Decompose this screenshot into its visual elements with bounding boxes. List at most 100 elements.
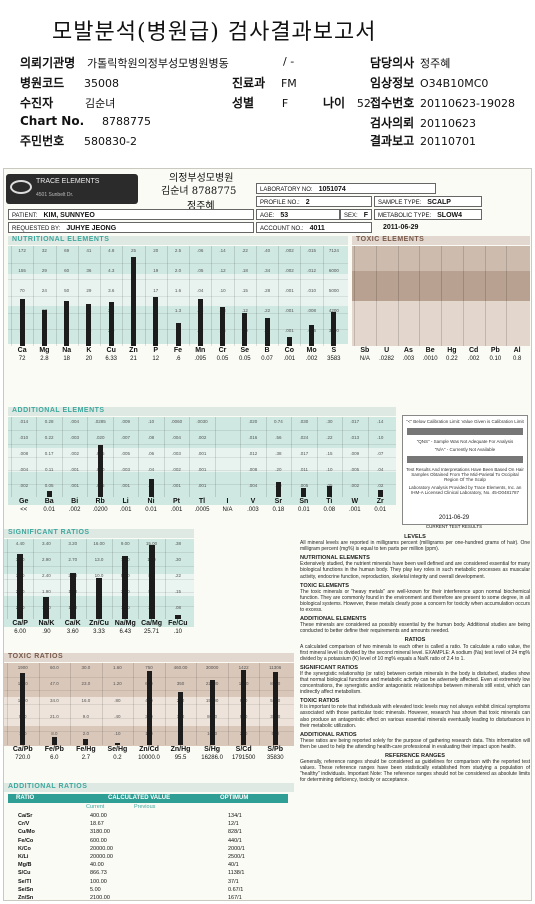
- explanation-heading: TOXIC RATIOS: [300, 698, 340, 705]
- column-divider: [291, 417, 293, 497]
- category-label: Na/K: [38, 620, 55, 627]
- tick-label: 2.90: [42, 557, 51, 562]
- tick-label: 1.60: [113, 665, 122, 670]
- gridline: [8, 443, 396, 445]
- tick-label: .06: [197, 248, 204, 253]
- bar-mg: [41, 310, 47, 346]
- field-hospital-code: 병원코드 35008: [20, 76, 119, 90]
- explanation-heading: SIGNIFICANT RATIOS: [300, 664, 359, 671]
- category-label: P: [153, 347, 159, 354]
- tick-label: .002: [19, 483, 29, 488]
- significant-ratios-chart: 4.403.803.202.602.00Ca/P6.003.402.902.40…: [4, 539, 194, 649]
- value-label: 95.5: [174, 755, 187, 761]
- tick-label: 2.0: [82, 730, 90, 736]
- bar-s-hg: [209, 680, 215, 745]
- explanation-text: These minerals are considered as possibl…: [300, 622, 530, 635]
- tick-label: 47.0: [49, 681, 59, 687]
- ratio-current: 20000.00: [90, 854, 113, 860]
- tick-label: .003: [121, 467, 130, 472]
- chart-band: [8, 417, 396, 448]
- column-divider: [259, 663, 261, 745]
- report-date: 2011-06-29: [383, 224, 419, 231]
- table-row: K/Li 20000.00 2500/1: [14, 853, 284, 862]
- bar-ba: [46, 491, 52, 497]
- bar-zr: [377, 489, 383, 497]
- tick-label: .80: [114, 697, 121, 703]
- ratio-optimum: 12/1: [228, 821, 239, 828]
- value-label: 72: [18, 356, 26, 362]
- category-label: Cu: [106, 347, 116, 354]
- column-divider: [354, 246, 355, 346]
- category-label: Li: [122, 498, 129, 505]
- bar-se: [242, 313, 248, 346]
- category-label: Ca/K: [64, 620, 81, 627]
- field-report-date: 결과보고 20110701: [370, 134, 476, 148]
- tick-label: .22: [326, 435, 333, 440]
- tick-label: .05: [317, 483, 342, 488]
- report-legend: "<" Below Calibration Limit: Value Given…: [402, 415, 528, 525]
- column-divider: [36, 417, 38, 497]
- category-label: K: [86, 347, 92, 354]
- table-row: K/Co 20000.00 2000/1: [14, 845, 284, 854]
- explanation-heading: ADDITIONAL ELEMENTS: [300, 616, 367, 623]
- tick-label: 13.0: [94, 557, 104, 562]
- chart-band: [8, 246, 348, 274]
- tick-label: .001: [284, 308, 294, 313]
- tick-label: .001: [121, 483, 130, 488]
- tick-label: 2.5: [174, 248, 182, 253]
- column-divider: [7, 663, 8, 745]
- category-label: Na: [62, 347, 72, 354]
- column-divider: [70, 663, 72, 745]
- chart-band: [4, 539, 194, 575]
- column-divider: [11, 417, 12, 497]
- value-label: .095: [194, 356, 207, 362]
- value-label: 0.01: [43, 507, 56, 513]
- tick-label: 60: [64, 268, 70, 273]
- tick-label: 11306: [269, 665, 282, 670]
- category-label: Ti: [326, 498, 333, 505]
- tick-label: .016: [248, 435, 258, 440]
- category-label: Pt: [173, 498, 181, 505]
- tick-label: 0.22: [44, 435, 54, 440]
- additional-ratios-subheader: Current Previous: [86, 804, 156, 810]
- ratio-optimum: 0.67/1: [228, 886, 244, 893]
- bar-ca-mg: [148, 545, 155, 619]
- value-label: 3583: [327, 356, 341, 362]
- report-title: 모발분석(병원급) 검사결과보고서: [52, 20, 377, 45]
- explanation-heading: RATIOS: [404, 637, 426, 644]
- category-label: U: [384, 347, 390, 354]
- category-label: Zr: [376, 498, 384, 505]
- value-label: 0.10: [489, 356, 502, 362]
- ratio-current: 40.00: [90, 862, 104, 869]
- column-divider: [163, 417, 165, 497]
- additional-ratios-header: RATIO CALCULATED VALUE OPTIMUM: [8, 794, 288, 803]
- tick-label: .20: [275, 467, 282, 472]
- column-divider: [85, 539, 87, 619]
- tick-label: .030: [299, 419, 309, 424]
- column-divider: [59, 539, 61, 619]
- value-label: .0200: [92, 507, 108, 513]
- tick-label: 24: [41, 288, 47, 293]
- ratio-name: Fe/Co: [18, 837, 34, 844]
- tick-label: .15: [174, 589, 181, 594]
- bar-sn: [301, 488, 307, 497]
- tick-label: .40: [114, 714, 121, 720]
- column-divider: [227, 663, 229, 745]
- tick-label: .10: [114, 730, 121, 736]
- field-doctor: 담당의사 정주혜: [370, 56, 451, 70]
- category-label: Se: [240, 347, 250, 354]
- tick-label: .014: [19, 419, 29, 424]
- tick-label: .18: [241, 268, 248, 273]
- ratio-current: 400.00: [90, 813, 107, 819]
- value-label: N/A: [222, 507, 233, 513]
- column-divider: [397, 246, 399, 346]
- toxic-title: TOXIC ELEMENTS: [352, 236, 530, 245]
- column-divider: [278, 246, 280, 346]
- category-label: Tl: [198, 498, 206, 505]
- value-label: 20: [85, 356, 93, 362]
- bar-na: [64, 300, 70, 346]
- tick-label: .34: [263, 268, 271, 273]
- category-label: Sb: [360, 347, 370, 354]
- tick-label: .001: [197, 451, 207, 456]
- value-label: .003: [247, 507, 259, 513]
